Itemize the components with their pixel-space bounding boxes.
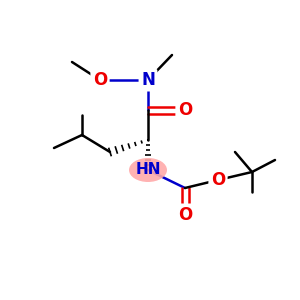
Text: O: O xyxy=(93,71,107,89)
Text: O: O xyxy=(211,171,225,189)
Ellipse shape xyxy=(129,158,167,182)
Text: O: O xyxy=(178,101,192,119)
Text: N: N xyxy=(141,71,155,89)
Text: O: O xyxy=(178,206,192,224)
Text: HN: HN xyxy=(135,163,161,178)
